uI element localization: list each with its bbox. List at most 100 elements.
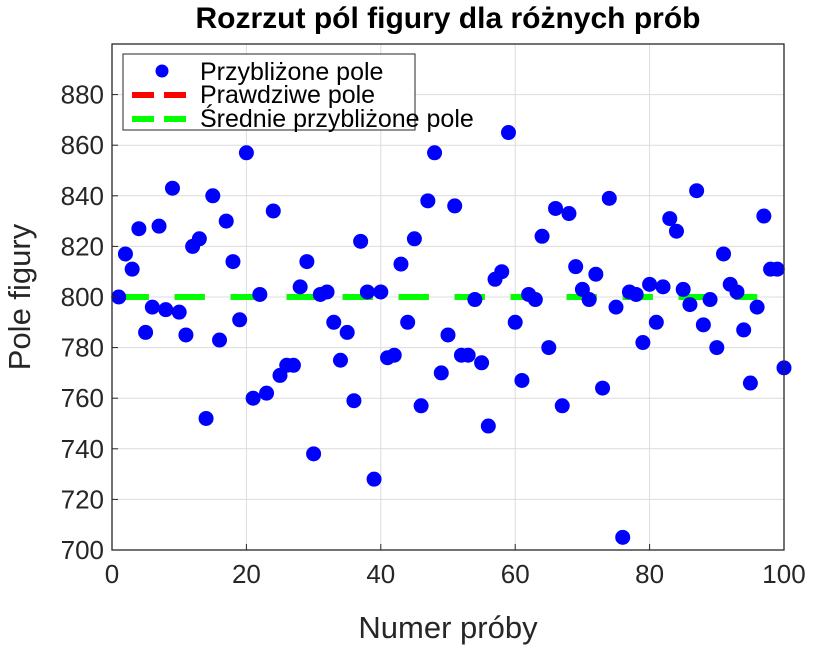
data-point <box>178 327 194 343</box>
y-tick-label: 780 <box>61 333 104 363</box>
y-tick-label: 700 <box>61 535 104 565</box>
data-point <box>500 125 516 141</box>
y-tick-label: 880 <box>61 80 104 110</box>
data-point <box>117 246 133 262</box>
data-point <box>393 256 409 272</box>
y-tick-label: 720 <box>61 484 104 514</box>
data-point <box>716 246 732 262</box>
data-point <box>534 228 550 244</box>
data-point <box>212 332 228 348</box>
data-point <box>259 385 275 401</box>
data-point <box>306 446 322 462</box>
y-axis-label: Pole figury <box>2 223 37 370</box>
legend-label-true-line: Prawdziwe pole <box>200 81 375 109</box>
data-point <box>326 314 342 330</box>
data-point <box>709 340 725 356</box>
data-point <box>218 213 234 229</box>
data-point <box>353 233 369 249</box>
legend-label-mean-line: Średnie przybliżone pole <box>200 103 474 133</box>
data-point <box>332 352 348 368</box>
data-point <box>339 324 355 340</box>
y-tick-label: 760 <box>61 383 104 413</box>
x-tick-label: 100 <box>762 559 805 589</box>
data-point <box>568 259 584 275</box>
data-point <box>292 279 308 295</box>
data-points <box>111 125 792 545</box>
y-tick-label: 820 <box>61 231 104 261</box>
data-point <box>527 292 543 308</box>
data-point <box>232 312 248 328</box>
x-tick-label: 60 <box>501 559 530 589</box>
data-point <box>252 286 268 302</box>
data-point <box>373 284 389 300</box>
data-point <box>494 264 510 280</box>
data-point <box>615 529 631 545</box>
data-point <box>769 261 785 277</box>
data-point <box>427 145 443 161</box>
y-tick-label: 860 <box>61 130 104 160</box>
x-axis-label: Numer próby <box>358 610 538 645</box>
data-point <box>689 183 705 199</box>
data-point <box>138 324 154 340</box>
legend: Przybliżone pole Prawdziwe pole Średnie … <box>122 53 474 133</box>
data-point <box>561 206 577 222</box>
legend-marker-points <box>155 64 169 78</box>
x-tick-label: 20 <box>232 559 261 589</box>
data-point <box>225 254 241 270</box>
data-point <box>359 284 375 300</box>
data-point <box>111 289 127 305</box>
y-tick-label: 740 <box>61 434 104 464</box>
data-point <box>420 193 436 209</box>
data-point <box>319 284 335 300</box>
data-point <box>635 335 651 351</box>
data-point <box>467 292 483 308</box>
data-point <box>595 380 611 396</box>
x-tick-label: 0 <box>105 559 119 589</box>
data-point <box>514 372 530 388</box>
x-axis-ticks: 0 20 40 60 80 100 <box>105 544 806 589</box>
data-point <box>447 198 463 214</box>
data-point <box>124 261 140 277</box>
data-point <box>406 231 422 247</box>
data-point <box>205 188 221 204</box>
y-tick-label: 800 <box>61 282 104 312</box>
data-point <box>460 347 476 363</box>
data-point <box>648 314 664 330</box>
data-point <box>541 340 557 356</box>
data-point <box>628 286 644 302</box>
data-point <box>158 302 174 318</box>
data-point <box>554 398 570 414</box>
data-point <box>702 292 718 308</box>
data-point <box>164 180 180 196</box>
data-point <box>668 223 684 239</box>
data-point <box>366 471 382 487</box>
data-point <box>171 304 187 320</box>
data-point <box>756 208 772 224</box>
data-point <box>299 254 315 270</box>
data-point <box>695 317 711 333</box>
data-point <box>265 203 281 219</box>
data-point <box>346 393 362 409</box>
data-point <box>662 211 678 227</box>
data-point <box>655 279 671 295</box>
data-point <box>588 266 604 282</box>
data-point <box>198 410 214 426</box>
legend-label-points: Przybliżone pole <box>200 58 383 86</box>
data-point <box>144 299 160 315</box>
data-point <box>548 200 564 216</box>
data-point <box>474 355 490 371</box>
data-point <box>413 398 429 414</box>
data-point <box>608 299 624 315</box>
data-point <box>131 221 147 237</box>
data-point <box>440 327 456 343</box>
data-point <box>507 314 523 330</box>
data-point <box>682 297 698 313</box>
data-point <box>480 418 496 434</box>
chart-title: Rozrzut pól figury dla różnych prób <box>196 2 701 35</box>
data-point <box>675 281 691 297</box>
data-point <box>749 299 765 315</box>
x-tick-label: 80 <box>635 559 664 589</box>
data-point <box>386 347 402 363</box>
data-point <box>151 218 167 234</box>
